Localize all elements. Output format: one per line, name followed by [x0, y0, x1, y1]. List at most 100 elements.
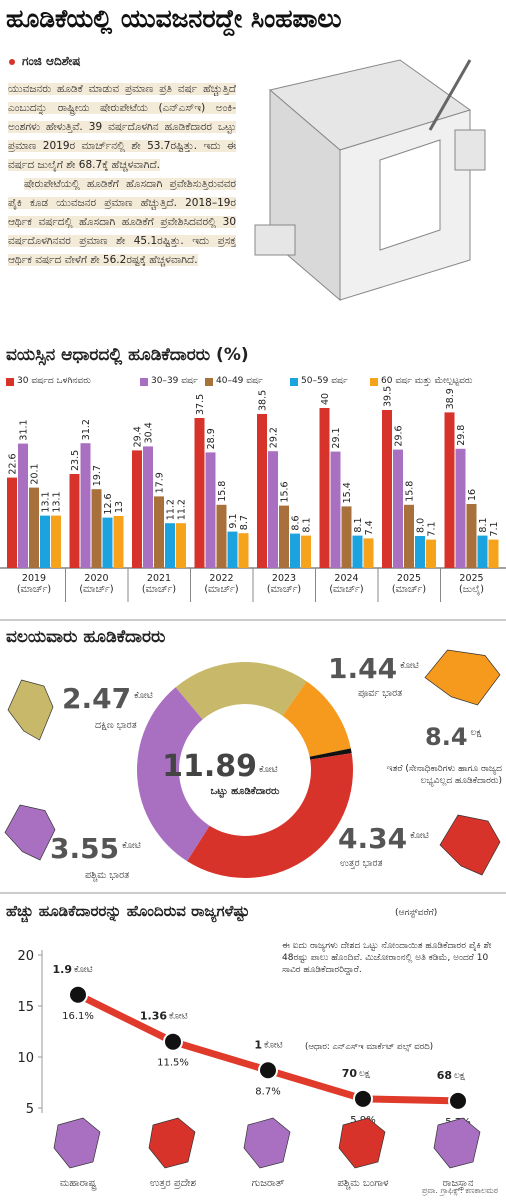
bar [319, 408, 330, 568]
x-tick-label: ಮಹಾರಾಷ್ಟ್ರ [60, 1178, 98, 1191]
legend-swatch [6, 378, 14, 386]
bar [102, 517, 113, 568]
segment-value: 1.44 [328, 652, 397, 685]
bar [29, 487, 39, 568]
value-label: 15.8 [405, 481, 416, 502]
bar [488, 539, 499, 568]
value-label: 29.1 [331, 427, 342, 448]
segment-name: ಇತರೆ (ಸೇನಾಧಿಕಾರಿಗಳು ಹಾಗೂ ರಾಜ್ಯದ ಲಭ್ಯವಿಲ್… [386, 764, 502, 786]
segment-name: ಉತ್ತರ ಭಾರತ [340, 858, 383, 869]
total-label: ಒಟ್ಟು ಹೂಡಿಕೆದಾರರು [211, 786, 280, 798]
bar [341, 506, 352, 568]
credit: ಪ್ರವಾ. ಗ್ರಾಫಿಕ್ಸ್: ಕಣಕಾಲಮಠ [421, 1186, 498, 1195]
article-body: ಯುವಜನರು ಹೂಡಿಕೆ ಮಾಡುವ ಪ್ರಮಾಣ ಪ್ರತಿ ವರ್ಷ ಹ… [8, 80, 236, 270]
value-label: 29.4 [133, 426, 144, 447]
value-label: 16 [467, 489, 478, 501]
bar [176, 523, 186, 568]
value-label: 11.2 [177, 499, 188, 520]
value-label: 7.1 [489, 521, 500, 536]
bar [227, 531, 238, 568]
state-map [338, 1117, 386, 1169]
legend-label: 50–59 ವರ್ಷ [301, 376, 348, 386]
value-label: 23.5 [70, 450, 81, 471]
segment-name: ಪಶ್ಚಿಮ ಭಾರತ [85, 870, 129, 882]
chart-subtitle: (ಆಗಸ್ಟ್‌ವರೆಗೆ) [395, 908, 438, 918]
paragraph: ಯುವಜನರು ಹೂಡಿಕೆ ಮಾಡುವ ಪ್ರಮಾಣ ಪ್ರತಿ ವರ್ಷ ಹ… [8, 80, 236, 175]
donut-segment [187, 753, 353, 878]
bar [404, 504, 414, 568]
count-label: 68 [437, 1069, 452, 1082]
segment-unit: ಕೋಟಿ [400, 661, 419, 671]
count-unit: ಕೋಟಿ [169, 1012, 188, 1022]
region-map [424, 649, 501, 706]
segment-name: ದಕ್ಷಿಣ ಭಾರತ [95, 720, 137, 731]
value-label: 28.9 [206, 428, 217, 449]
value-label: 38.5 [258, 390, 269, 411]
x-tick-label: ರಾಜಸ್ಥಾನ [443, 1178, 474, 1191]
value-label: 15.8 [217, 481, 228, 502]
crane [428, 59, 472, 131]
bar [69, 474, 80, 568]
x-tick-label: 2021 (ಮಾರ್ಚ್) [141, 573, 177, 595]
bar [455, 448, 466, 568]
bar [426, 539, 436, 568]
bar [257, 414, 267, 568]
bar [18, 443, 28, 568]
count-unit: ಕೋಟಿ [264, 1040, 283, 1050]
value-label: 13.1 [41, 491, 52, 512]
chart-title: ಹೆಚ್ಚು ಹೂಡಿಕೆದಾರರನ್ನು ಹೊಂದಿರುವ ರಾಜ್ಯಗಳೆಷ… [6, 902, 250, 920]
value-label: 15.6 [280, 481, 291, 502]
value-label: 16.1% [62, 1011, 94, 1022]
donut-segment [282, 681, 351, 757]
y-tick-label: 5 [26, 1102, 34, 1117]
value-label: 29.2 [269, 427, 280, 448]
value-label: 30.4 [144, 422, 155, 443]
value-label: 40 [320, 393, 331, 405]
paragraph-text: ಷೇರುಪೇಟೆಯಲ್ಲಿ ಹೂಡಿಕೆಗೆ ಹೊಸದಾಗಿ ಪ್ರವೇಶಿಸು… [8, 178, 236, 266]
value-label: 31.2 [81, 419, 92, 440]
bar [165, 523, 175, 568]
point [68, 984, 88, 1005]
bar [363, 538, 374, 568]
bar [415, 536, 425, 568]
point [448, 1090, 468, 1111]
truck [254, 224, 296, 256]
region-map [4, 804, 56, 861]
bar [113, 516, 124, 568]
note: ಈ ಐದು ರಾಜ್ಯಗಳು ದೇಶದ ಒಟ್ಟು ನೋಂದಾಯಿತ ಹೂಡಿಕ… [282, 941, 492, 975]
headline: ಹೂಡಿಕೆಯಲ್ಲಿ ಯುವಜನರದ್ದೇ ಸಿಂಹಪಾಲು [6, 4, 342, 33]
legend-swatch [370, 378, 378, 386]
chart-title: ವಲಯವಾರು ಹೂಡಿಕೆದಾರರು [6, 627, 166, 647]
legend-swatch [290, 378, 298, 386]
segment-unit: ಕೋಟಿ [134, 691, 153, 701]
paragraph-text: ಯುವಜನರು ಹೂಡಿಕೆ ಮಾಡುವ ಪ್ರಮಾಣ ಪ್ರತಿ ವರ್ಷ ಹ… [8, 83, 236, 171]
dividers [0, 619, 506, 894]
value-label: 8.7 [239, 515, 250, 530]
bar [279, 505, 289, 568]
bar [393, 449, 403, 568]
bar [444, 412, 455, 568]
segment-unit: ಕೋಟಿ [410, 831, 429, 841]
illustration [254, 59, 486, 302]
y-tick-label: 20 [17, 949, 34, 964]
bar [352, 535, 363, 568]
value-label: 8.1 [353, 517, 364, 532]
value-label: 22.6 [8, 453, 19, 474]
value-label: 13 [114, 501, 125, 513]
bar [205, 452, 216, 568]
bar [80, 443, 91, 568]
value-label: 31.1 [19, 419, 30, 440]
value-label: 8.7% [255, 1086, 280, 1097]
x-tick-label: 2025 (ಜುಲೈ) [459, 573, 484, 595]
bar [40, 515, 50, 568]
state-map [243, 1117, 291, 1169]
value-label: 11.5% [157, 1058, 189, 1069]
bar [7, 477, 17, 568]
x-tick-label: 2022 (ಮಾರ್ಚ್) [204, 573, 239, 595]
value-label: 11.2 [166, 499, 177, 520]
y-tick-label: 10 [17, 1051, 34, 1066]
bar [194, 418, 205, 568]
segment-unit: ಲಕ್ಷ [471, 728, 482, 738]
bar [91, 489, 102, 568]
